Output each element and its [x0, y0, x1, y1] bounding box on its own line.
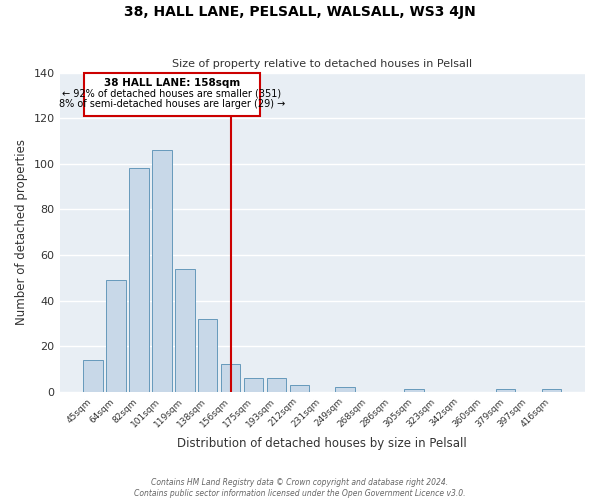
- Bar: [267, 378, 286, 392]
- Bar: [290, 385, 309, 392]
- Bar: [221, 364, 241, 392]
- Bar: [244, 378, 263, 392]
- Bar: [542, 390, 561, 392]
- X-axis label: Distribution of detached houses by size in Pelsall: Distribution of detached houses by size …: [178, 437, 467, 450]
- Bar: [496, 390, 515, 392]
- Bar: [83, 72, 260, 116]
- Bar: [335, 387, 355, 392]
- Bar: [106, 280, 126, 392]
- Y-axis label: Number of detached properties: Number of detached properties: [15, 139, 28, 325]
- Bar: [152, 150, 172, 392]
- Bar: [83, 360, 103, 392]
- Text: Contains HM Land Registry data © Crown copyright and database right 2024.
Contai: Contains HM Land Registry data © Crown c…: [134, 478, 466, 498]
- Bar: [175, 268, 194, 392]
- Bar: [198, 319, 217, 392]
- Text: 38, HALL LANE, PELSALL, WALSALL, WS3 4JN: 38, HALL LANE, PELSALL, WALSALL, WS3 4JN: [124, 5, 476, 19]
- Text: 38 HALL LANE: 158sqm: 38 HALL LANE: 158sqm: [104, 78, 240, 88]
- Title: Size of property relative to detached houses in Pelsall: Size of property relative to detached ho…: [172, 59, 472, 69]
- Bar: [404, 390, 424, 392]
- Text: ← 92% of detached houses are smaller (351): ← 92% of detached houses are smaller (35…: [62, 88, 281, 99]
- Bar: [129, 168, 149, 392]
- Text: 8% of semi-detached houses are larger (29) →: 8% of semi-detached houses are larger (2…: [59, 99, 285, 109]
